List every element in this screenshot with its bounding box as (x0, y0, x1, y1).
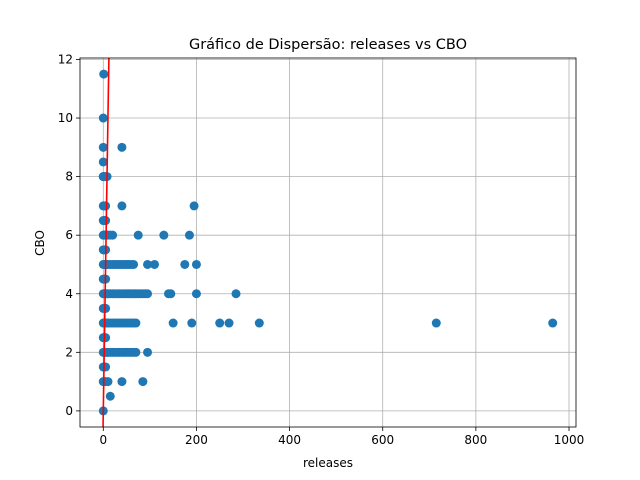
data-point (180, 259, 190, 269)
data-point (189, 201, 199, 211)
data-point (224, 318, 234, 328)
x-tick-label: 0 (99, 433, 107, 447)
data-point (117, 142, 127, 152)
data-point (548, 318, 558, 328)
data-point (131, 347, 141, 357)
data-point (99, 69, 109, 79)
x-axis-label: releases (303, 456, 353, 470)
data-points (98, 69, 558, 416)
y-tick-label: 4 (65, 287, 73, 301)
data-point (191, 259, 201, 269)
data-point (133, 230, 143, 240)
data-point (101, 362, 111, 372)
x-axis-ticks: 0 200 400 600 800 1000 (99, 427, 584, 447)
x-tick-label: 200 (185, 433, 208, 447)
data-point (187, 318, 197, 328)
y-tick-label: 0 (65, 404, 73, 418)
data-point (191, 289, 201, 299)
reference-line (102, 57, 110, 428)
data-point (131, 318, 141, 328)
data-point (129, 259, 139, 269)
data-point (98, 142, 108, 152)
data-point (431, 318, 441, 328)
x-tick-label: 400 (278, 433, 301, 447)
y-tick-label: 2 (65, 345, 73, 359)
data-point (101, 333, 111, 343)
grid (80, 58, 576, 427)
chart-title: Gráfico de Dispersão: releases vs CBO (189, 37, 467, 53)
data-point (101, 201, 111, 211)
y-axis-label: CBO (33, 230, 47, 256)
y-tick-label: 12 (58, 52, 73, 66)
plot-area-frame (79, 57, 577, 428)
data-point (166, 289, 176, 299)
data-point (231, 289, 241, 299)
y-tick-label: 10 (58, 111, 73, 125)
x-tick-label: 1000 (554, 433, 585, 447)
identity-line (102, 57, 110, 428)
data-point (143, 347, 153, 357)
data-point (184, 230, 194, 240)
x-tick-label: 600 (371, 433, 394, 447)
data-point (117, 377, 127, 387)
data-point (143, 289, 153, 299)
data-point (98, 113, 108, 123)
y-tick-label: 8 (65, 170, 73, 184)
data-point (150, 259, 160, 269)
data-point (168, 318, 178, 328)
x-tick-label: 800 (464, 433, 487, 447)
data-point (159, 230, 169, 240)
data-point (108, 230, 118, 240)
data-point (98, 157, 108, 167)
data-point (103, 377, 113, 387)
data-point (138, 377, 148, 387)
data-point (117, 201, 127, 211)
y-axis-ticks: 0 2 4 6 8 10 12 (58, 52, 80, 418)
y-tick-label: 6 (65, 228, 73, 242)
data-point (105, 391, 115, 401)
data-point (143, 259, 153, 269)
data-point (215, 318, 225, 328)
data-point (254, 318, 264, 328)
